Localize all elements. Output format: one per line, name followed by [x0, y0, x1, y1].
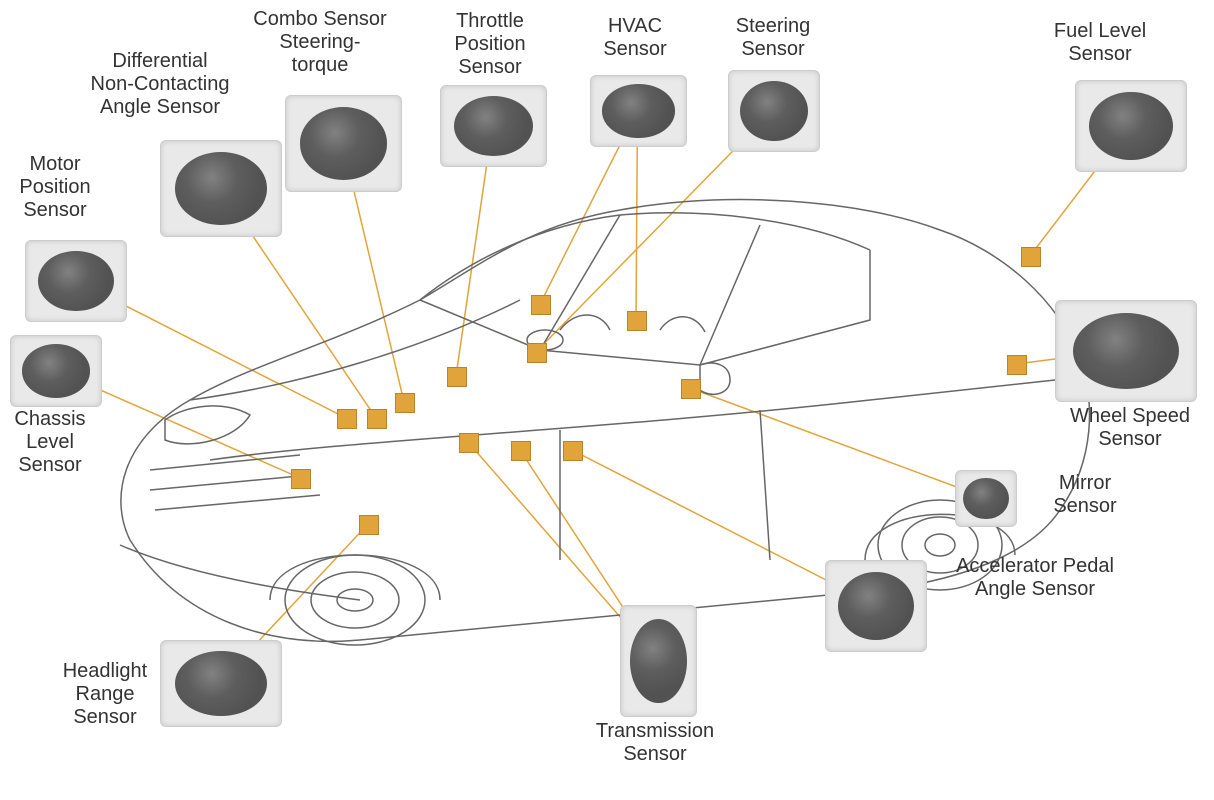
label-fuel: Fuel Level Sensor [1025, 20, 1175, 66]
sensor-img-throttle [440, 85, 547, 167]
marker-m9 [359, 515, 379, 535]
lead-line [690, 388, 985, 498]
sensor-img-mirror [955, 470, 1017, 527]
marker-m12 [563, 441, 583, 461]
label-transmission: Transmission Sensor [570, 720, 740, 766]
sensor-img-headlight [160, 640, 282, 727]
sensor-img-hvac [590, 75, 687, 147]
sensor-img-wheel-speed [1055, 300, 1197, 402]
marker-m10 [459, 433, 479, 453]
label-wheel-speed: Wheel Speed Sensor [1050, 405, 1210, 451]
label-combo: Combo Sensor Steering- torque [235, 8, 405, 77]
label-chassis: Chassis Level Sensor [0, 408, 100, 477]
label-differential: Differential Non-Contacting Angle Sensor [60, 50, 260, 119]
label-accelerator: Accelerator Pedal Angle Sensor [930, 555, 1140, 601]
marker-m14 [1021, 247, 1041, 267]
marker-m1 [291, 469, 311, 489]
marker-m3 [367, 409, 387, 429]
marker-m4 [395, 393, 415, 413]
sensor-img-transmission [620, 605, 697, 717]
marker-m8 [627, 311, 647, 331]
label-mirror: Mirror Sensor [1030, 472, 1140, 518]
label-throttle: Throttle Position Sensor [430, 10, 550, 79]
sensor-img-fuel [1075, 80, 1187, 172]
label-hvac: HVAC Sensor [580, 15, 690, 61]
sensor-img-steering [728, 70, 820, 152]
marker-m15 [1007, 355, 1027, 375]
sensor-img-accelerator [825, 560, 927, 652]
sensor-img-differential [160, 140, 282, 237]
sensor-img-combo [285, 95, 402, 192]
sensor-img-chassis [10, 335, 102, 407]
marker-m6 [531, 295, 551, 315]
marker-m7 [527, 343, 547, 363]
label-motor-position: Motor Position Sensor [0, 153, 110, 222]
marker-m11 [511, 441, 531, 461]
sensor-img-motor-position [25, 240, 127, 322]
label-steering: Steering Sensor [718, 15, 828, 61]
marker-m2 [337, 409, 357, 429]
label-headlight: Headlight Range Sensor [40, 660, 170, 729]
marker-m5 [447, 367, 467, 387]
diagram-root: { "canvas": {"w":1214,"h":800,"backgroun… [0, 0, 1214, 800]
marker-m13 [681, 379, 701, 399]
